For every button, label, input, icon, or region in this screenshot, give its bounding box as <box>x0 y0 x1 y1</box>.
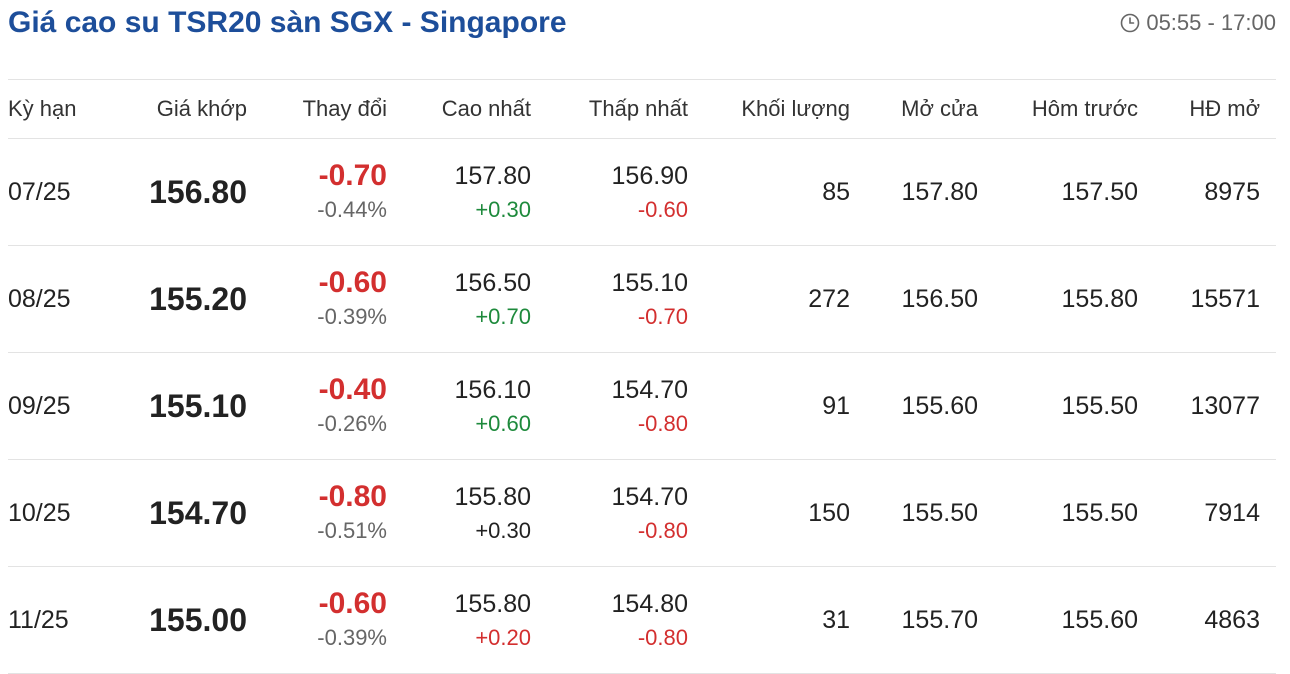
volume-cell: 272 <box>808 284 850 313</box>
change-percent: -0.51% <box>317 518 387 543</box>
column-header-change[interactable]: Thay đổi <box>302 96 387 121</box>
high-diff: +0.70 <box>475 304 531 329</box>
match-price: 156.80 <box>149 173 247 210</box>
low-value: 154.70 <box>611 376 688 404</box>
table-header-row: Kỳ hạn Giá khớp Thay đổi Cao nhất Thấp n… <box>8 80 1276 139</box>
trading-session: 05:55 - 17:00 <box>1120 10 1276 36</box>
term-cell: 10/25 <box>8 498 71 527</box>
previous-cell: 157.50 <box>1061 177 1138 206</box>
change-value: -0.70 <box>318 159 387 192</box>
column-header-term[interactable]: Kỳ hạn <box>8 96 77 121</box>
low-cell: 156.90 -0.60 <box>531 158 688 226</box>
open-interest-cell: 4863 <box>1204 605 1260 634</box>
page-title: Giá cao su TSR20 sàn SGX - Singapore <box>8 6 567 39</box>
column-header-low[interactable]: Thấp nhất <box>588 96 688 121</box>
match-price: 155.10 <box>149 387 247 424</box>
change-percent: -0.44% <box>317 197 387 222</box>
table-row[interactable]: 10/25 154.70 -0.80 -0.51% 155.80 +0.30 1… <box>8 460 1276 567</box>
column-header-open-interest[interactable]: HĐ mở <box>1189 96 1260 121</box>
high-cell: 157.80 +0.30 <box>387 158 531 226</box>
previous-cell: 155.50 <box>1061 391 1138 420</box>
clock-icon <box>1121 13 1140 33</box>
open-cell: 156.50 <box>901 284 978 313</box>
high-value: 155.80 <box>454 483 531 511</box>
change-cell: -0.40 -0.26% <box>247 372 387 440</box>
open-cell: 155.70 <box>901 605 978 634</box>
open-cell: 155.50 <box>901 498 978 527</box>
change-value: -0.60 <box>318 266 387 299</box>
high-value: 156.50 <box>454 269 531 297</box>
change-cell: -0.60 -0.39% <box>247 586 387 654</box>
column-header-high[interactable]: Cao nhất <box>441 96 531 121</box>
term-cell: 07/25 <box>8 177 71 206</box>
volume-cell: 150 <box>808 498 850 527</box>
volume-cell: 85 <box>822 177 850 206</box>
low-diff: -0.80 <box>637 518 688 543</box>
low-cell: 154.70 -0.80 <box>531 479 688 547</box>
change-value: -0.80 <box>318 480 387 513</box>
low-diff: -0.70 <box>637 304 688 329</box>
low-diff: -0.80 <box>637 625 688 650</box>
volume-cell: 31 <box>822 605 850 634</box>
low-cell: 154.80 -0.80 <box>531 586 688 654</box>
column-header-previous[interactable]: Hôm trước <box>1031 96 1138 121</box>
high-diff: +0.30 <box>475 197 531 222</box>
high-cell: 155.80 +0.30 <box>387 479 531 547</box>
volume-cell: 91 <box>822 391 850 420</box>
high-diff: +0.20 <box>475 625 531 650</box>
change-value: -0.40 <box>318 373 387 406</box>
futures-price-table: Kỳ hạn Giá khớp Thay đổi Cao nhất Thấp n… <box>8 79 1276 674</box>
term-cell: 09/25 <box>8 391 71 420</box>
low-value: 156.90 <box>611 162 688 190</box>
match-price: 155.20 <box>149 280 247 317</box>
high-value: 155.80 <box>454 590 531 618</box>
open-interest-cell: 13077 <box>1190 391 1260 420</box>
low-cell: 155.10 -0.70 <box>531 265 688 333</box>
table-row[interactable]: 08/25 155.20 -0.60 -0.39% 156.50 +0.70 1… <box>8 246 1276 353</box>
previous-cell: 155.80 <box>1061 284 1138 313</box>
change-cell: -0.80 -0.51% <box>247 479 387 547</box>
open-cell: 157.80 <box>901 177 978 206</box>
change-cell: -0.60 -0.39% <box>247 265 387 333</box>
open-interest-cell: 8975 <box>1204 177 1260 206</box>
high-cell: 156.50 +0.70 <box>387 265 531 333</box>
open-interest-cell: 15571 <box>1190 284 1260 313</box>
table-row[interactable]: 07/25 156.80 -0.70 -0.44% 157.80 +0.30 1… <box>8 139 1276 246</box>
change-percent: -0.26% <box>317 411 387 436</box>
high-diff: +0.30 <box>475 518 531 543</box>
low-diff: -0.60 <box>637 197 688 222</box>
column-header-volume[interactable]: Khối lượng <box>741 96 850 121</box>
low-value: 155.10 <box>611 269 688 297</box>
high-diff: +0.60 <box>475 411 531 436</box>
low-diff: -0.80 <box>637 411 688 436</box>
term-cell: 11/25 <box>8 605 69 634</box>
match-price: 154.70 <box>149 494 247 531</box>
term-cell: 08/25 <box>8 284 71 313</box>
match-price: 155.00 <box>149 601 247 638</box>
open-interest-cell: 7914 <box>1204 498 1260 527</box>
session-time: 05:55 - 17:00 <box>1146 10 1276 35</box>
high-value: 157.80 <box>454 162 531 190</box>
low-value: 154.70 <box>611 483 688 511</box>
change-cell: -0.70 -0.44% <box>247 158 387 226</box>
previous-cell: 155.50 <box>1061 498 1138 527</box>
change-percent: -0.39% <box>317 304 387 329</box>
previous-cell: 155.60 <box>1061 605 1138 634</box>
table-row[interactable]: 11/25 155.00 -0.60 -0.39% 155.80 +0.20 1… <box>8 567 1276 674</box>
change-value: -0.60 <box>318 587 387 620</box>
low-value: 154.80 <box>611 590 688 618</box>
high-cell: 156.10 +0.60 <box>387 372 531 440</box>
open-cell: 155.60 <box>901 391 978 420</box>
change-percent: -0.39% <box>317 625 387 650</box>
column-header-open[interactable]: Mở cửa <box>901 96 978 121</box>
high-value: 156.10 <box>454 376 531 404</box>
table-row[interactable]: 09/25 155.10 -0.40 -0.26% 156.10 +0.60 1… <box>8 353 1276 460</box>
column-header-price[interactable]: Giá khớp <box>156 96 247 121</box>
low-cell: 154.70 -0.80 <box>531 372 688 440</box>
high-cell: 155.80 +0.20 <box>387 586 531 654</box>
